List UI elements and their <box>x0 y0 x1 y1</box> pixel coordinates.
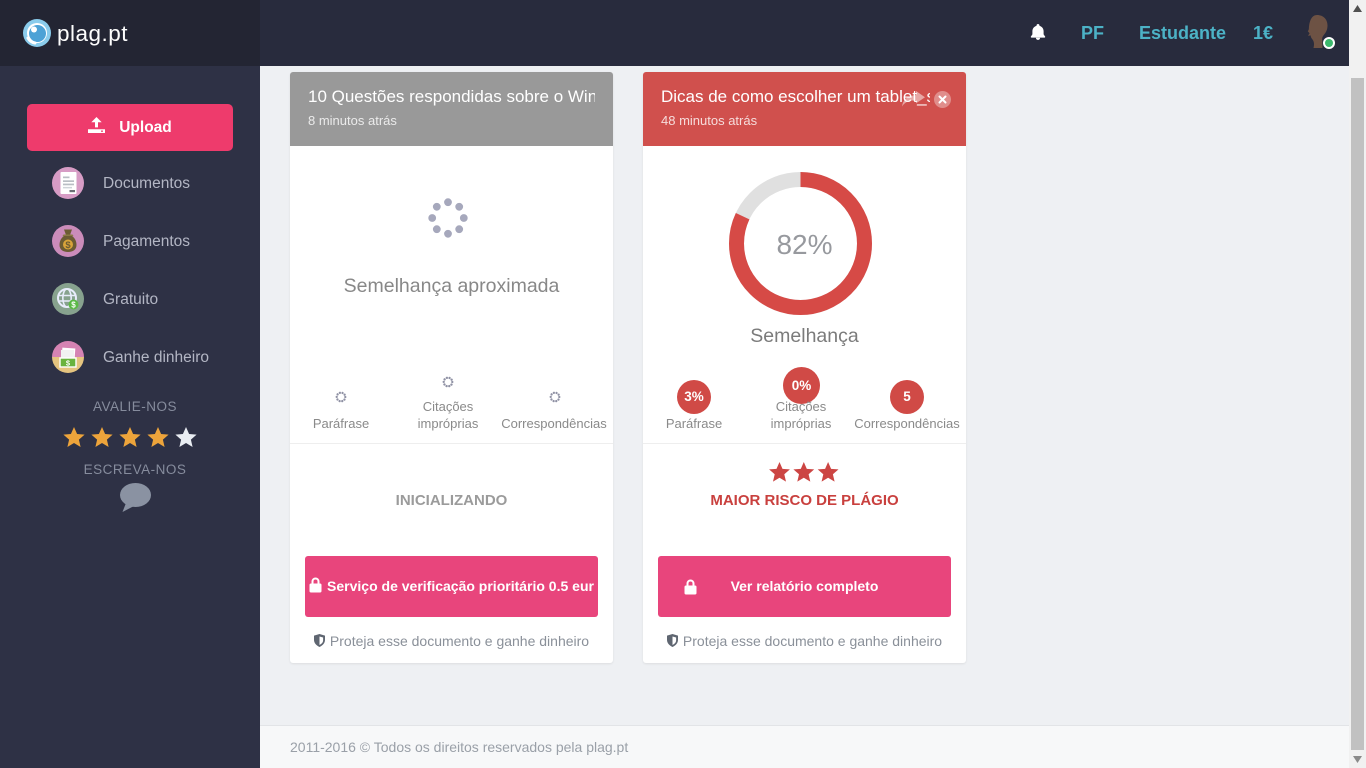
svg-text:$: $ <box>65 240 71 251</box>
svg-text:$: $ <box>66 359 71 368</box>
svg-text:$: $ <box>71 301 76 310</box>
